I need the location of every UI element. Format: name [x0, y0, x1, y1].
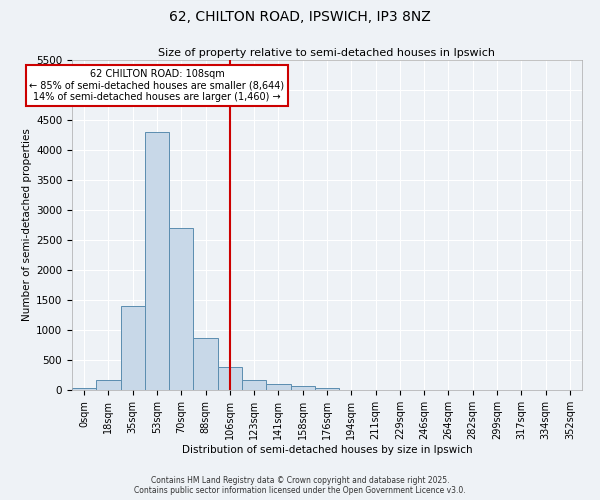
X-axis label: Distribution of semi-detached houses by size in Ipswich: Distribution of semi-detached houses by … [182, 444, 472, 454]
Bar [266, 384, 290, 390]
Bar [290, 386, 315, 390]
Bar [96, 380, 121, 390]
Bar [145, 132, 169, 390]
Bar [193, 338, 218, 390]
Bar [169, 228, 193, 390]
Bar [315, 388, 339, 390]
Bar [72, 388, 96, 390]
Title: Size of property relative to semi-detached houses in Ipswich: Size of property relative to semi-detach… [158, 48, 496, 58]
Bar [121, 306, 145, 390]
Bar [218, 367, 242, 390]
Y-axis label: Number of semi-detached properties: Number of semi-detached properties [22, 128, 32, 322]
Bar [242, 380, 266, 390]
Text: 62, CHILTON ROAD, IPSWICH, IP3 8NZ: 62, CHILTON ROAD, IPSWICH, IP3 8NZ [169, 10, 431, 24]
Text: 62 CHILTON ROAD: 108sqm
← 85% of semi-detached houses are smaller (8,644)
14% of: 62 CHILTON ROAD: 108sqm ← 85% of semi-de… [29, 69, 284, 102]
Text: Contains HM Land Registry data © Crown copyright and database right 2025.
Contai: Contains HM Land Registry data © Crown c… [134, 476, 466, 495]
